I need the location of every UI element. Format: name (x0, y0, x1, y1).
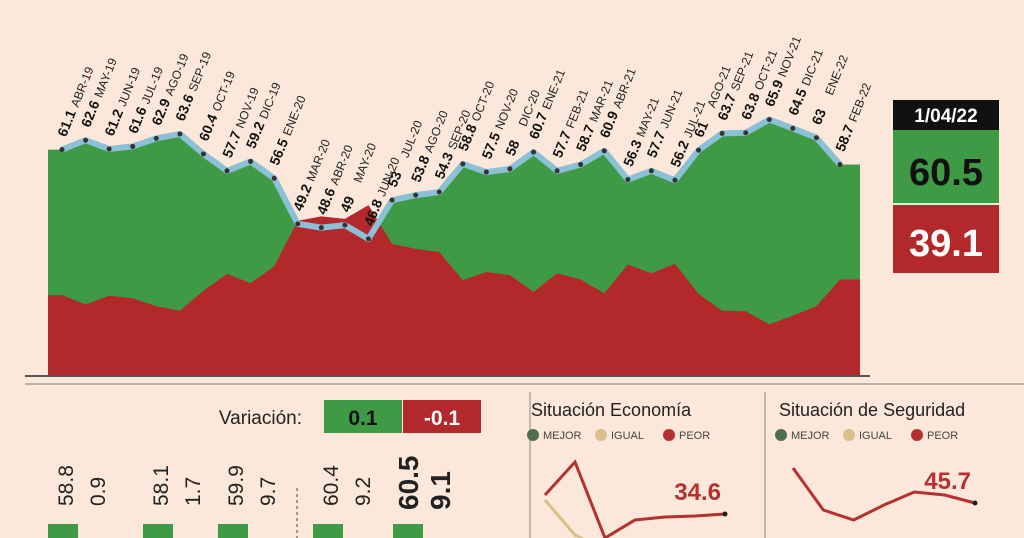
latest-date: 1/04/22 (914, 106, 977, 127)
panel-value: 58.1 (150, 465, 173, 506)
point (766, 117, 772, 123)
variation-disapprove-box (403, 400, 481, 433)
point (106, 146, 112, 152)
legend-label: IGUAL (611, 430, 644, 442)
legend-swatch (775, 429, 787, 441)
point (507, 166, 513, 172)
approval-line (60, 116, 843, 242)
approve-box (893, 130, 999, 203)
chart-title: Situación de Seguridad (779, 400, 965, 420)
area (48, 205, 860, 375)
security-chart: Situación de Seguridad MEJOR IGUAL PEOR 45.7 (775, 400, 978, 522)
series-line (543, 499, 585, 538)
series-line (543, 459, 726, 538)
value-label: 61 (690, 119, 711, 140)
latest-disapprove: 39.1 (909, 223, 983, 265)
panel-value: 0.9 (87, 477, 110, 506)
chart-title: Situación Economía (531, 400, 692, 420)
variation-disapprove: -0.1 (424, 407, 461, 430)
value-label: 34.6 (674, 479, 721, 506)
point (531, 149, 537, 155)
panel-bar (313, 524, 343, 538)
point (696, 147, 702, 153)
point (719, 130, 725, 136)
point (790, 125, 796, 131)
point (224, 168, 230, 174)
legend-swatch (911, 429, 923, 441)
main-chart: 61.1ABR-1962.6MAY-1961.2JUN-1961.6JUL-19… (48, 34, 874, 375)
value-label: 53 (384, 169, 405, 190)
panel-bar (48, 524, 78, 538)
point (554, 168, 560, 174)
point (365, 236, 371, 242)
point (200, 151, 206, 157)
panel-bar (218, 524, 248, 538)
date-box (893, 100, 999, 130)
point (743, 130, 749, 136)
legend-label: PEOR (927, 430, 958, 442)
point (460, 161, 466, 167)
point (83, 137, 89, 143)
legend-label: PEOR (679, 430, 710, 442)
panel-bar (393, 524, 423, 538)
variation-label: Variación: (219, 408, 302, 429)
value-label: 58 (502, 137, 523, 158)
legend-label: MEJOR (543, 430, 582, 442)
end-point (972, 500, 978, 506)
panel-value: 1.7 (182, 477, 205, 506)
variation-approve: 0.1 (348, 407, 378, 430)
latest-approve: 60.5 (909, 152, 983, 194)
point (813, 135, 819, 141)
point (318, 225, 324, 231)
point (625, 177, 631, 183)
point (483, 169, 489, 175)
legend-swatch (663, 429, 675, 441)
point (59, 147, 65, 153)
point (130, 143, 136, 149)
point (342, 222, 348, 228)
series-line (791, 467, 976, 522)
point (248, 158, 254, 164)
legend-swatch (843, 429, 855, 441)
disapprove-box (893, 205, 999, 273)
point (153, 135, 159, 141)
value-label: 45.7 (924, 468, 971, 495)
value-label: 49 (337, 194, 358, 215)
legend-swatch (595, 429, 607, 441)
point (413, 192, 419, 198)
panel-value: 60.5 (393, 456, 424, 511)
panel-value: 58.8 (55, 465, 78, 506)
value-label: 63 (808, 106, 829, 127)
point (177, 131, 183, 137)
economy-chart: Situación Economía MEJOR IGUAL PEOR 34.6 (527, 400, 728, 538)
legend-label: MEJOR (791, 430, 830, 442)
panel-value: 60.4 (320, 465, 343, 506)
point (601, 148, 607, 154)
variation-approve-box (324, 400, 402, 433)
point (436, 189, 442, 195)
point (271, 175, 277, 181)
point (672, 177, 678, 183)
point (295, 221, 301, 227)
point (389, 197, 395, 203)
panel-value: 9.2 (352, 477, 375, 506)
legend-label: IGUAL (859, 430, 892, 442)
panel-value: 59.9 (225, 465, 248, 506)
end-point (722, 511, 728, 517)
point (578, 162, 584, 168)
panel-value: 9.7 (257, 477, 280, 506)
panel-value: 9.1 (425, 471, 456, 510)
bottom-panel: 58.8 0.9 58.1 1.7 59.9 9.7 60.4 9.2 60.5 9.1 (48, 456, 456, 538)
point (837, 162, 843, 168)
panel-bar (143, 524, 173, 538)
legend-swatch (527, 429, 539, 441)
point (648, 168, 654, 174)
